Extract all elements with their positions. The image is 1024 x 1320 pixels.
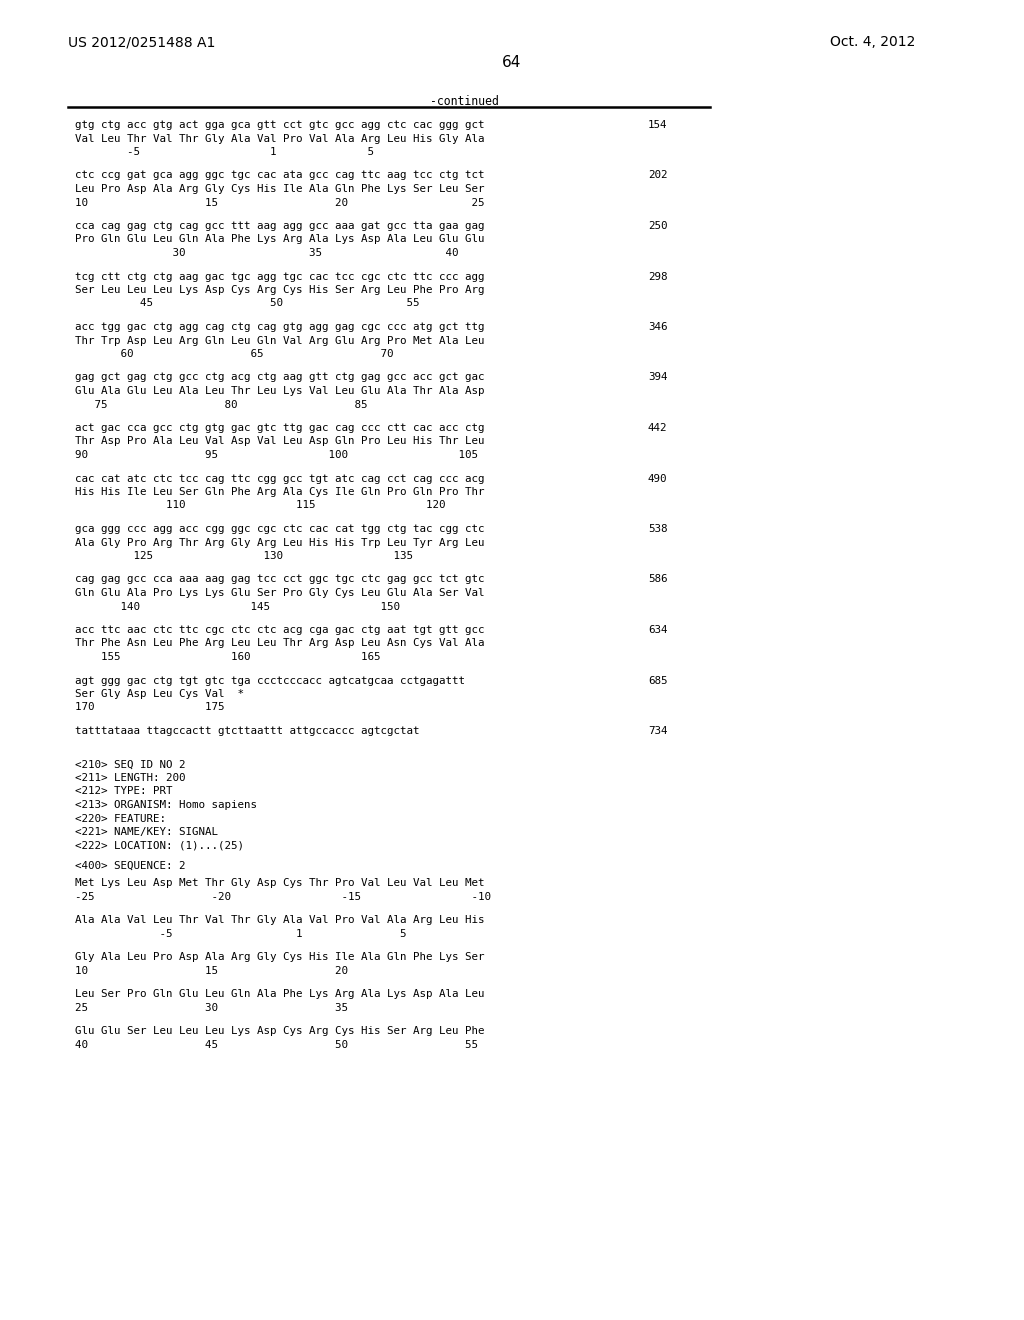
- Text: gag gct gag ctg gcc ctg acg ctg aag gtt ctg gag gcc acc gct gac: gag gct gag ctg gcc ctg acg ctg aag gtt …: [75, 372, 484, 383]
- Text: Thr Phe Asn Leu Phe Arg Leu Leu Thr Arg Asp Leu Asn Cys Val Ala: Thr Phe Asn Leu Phe Arg Leu Leu Thr Arg …: [75, 639, 484, 648]
- Text: 90                  95                 100                 105: 90 95 100 105: [75, 450, 478, 459]
- Text: Gly Ala Leu Pro Asp Ala Arg Gly Cys His Ile Ala Gln Phe Lys Ser: Gly Ala Leu Pro Asp Ala Arg Gly Cys His …: [75, 952, 484, 962]
- Text: Ser Leu Leu Leu Lys Asp Cys Arg Cys His Ser Arg Leu Phe Pro Arg: Ser Leu Leu Leu Lys Asp Cys Arg Cys His …: [75, 285, 484, 294]
- Text: Ala Gly Pro Arg Thr Arg Gly Arg Leu His His Trp Leu Tyr Arg Leu: Ala Gly Pro Arg Thr Arg Gly Arg Leu His …: [75, 537, 484, 548]
- Text: tcg ctt ctg ctg aag gac tgc agg tgc cac tcc cgc ctc ttc ccc agg: tcg ctt ctg ctg aag gac tgc agg tgc cac …: [75, 272, 484, 281]
- Text: -25                  -20                 -15                 -10: -25 -20 -15 -10: [75, 892, 490, 902]
- Text: cca cag gag ctg cag gcc ttt aag agg gcc aaa gat gcc tta gaa gag: cca cag gag ctg cag gcc ttt aag agg gcc …: [75, 220, 484, 231]
- Text: <213> ORGANISM: Homo sapiens: <213> ORGANISM: Homo sapiens: [75, 800, 257, 810]
- Text: 734: 734: [648, 726, 668, 737]
- Text: 586: 586: [648, 574, 668, 585]
- Text: tatttataaa ttagccactt gtcttaattt attgccaccc agtcgctat: tatttataaa ttagccactt gtcttaattt attgcca…: [75, 726, 420, 737]
- Text: <400> SEQUENCE: 2: <400> SEQUENCE: 2: [75, 861, 185, 871]
- Text: 538: 538: [648, 524, 668, 535]
- Text: -5                    1              5: -5 1 5: [75, 147, 374, 157]
- Text: 10                  15                  20: 10 15 20: [75, 966, 348, 975]
- Text: 394: 394: [648, 372, 668, 383]
- Text: cag gag gcc cca aaa aag gag tcc cct ggc tgc ctc gag gcc tct gtc: cag gag gcc cca aaa aag gag tcc cct ggc …: [75, 574, 484, 585]
- Text: 64: 64: [503, 55, 521, 70]
- Text: Thr Trp Asp Leu Arg Gln Leu Gln Val Arg Glu Arg Pro Met Ala Leu: Thr Trp Asp Leu Arg Gln Leu Gln Val Arg …: [75, 335, 484, 346]
- Text: gca ggg ccc agg acc cgg ggc cgc ctc cac cat tgg ctg tac cgg ctc: gca ggg ccc agg acc cgg ggc cgc ctc cac …: [75, 524, 484, 535]
- Text: Thr Asp Pro Ala Leu Val Asp Val Leu Asp Gln Pro Leu His Thr Leu: Thr Asp Pro Ala Leu Val Asp Val Leu Asp …: [75, 437, 484, 446]
- Text: act gac cca gcc ctg gtg gac gtc ttg gac cag ccc ctt cac acc ctg: act gac cca gcc ctg gtg gac gtc ttg gac …: [75, 422, 484, 433]
- Text: Leu Ser Pro Gln Glu Leu Gln Ala Phe Lys Arg Ala Lys Asp Ala Leu: Leu Ser Pro Gln Glu Leu Gln Ala Phe Lys …: [75, 989, 484, 999]
- Text: 155                 160                 165: 155 160 165: [75, 652, 381, 663]
- Text: 140                 145                 150: 140 145 150: [75, 602, 400, 611]
- Text: US 2012/0251488 A1: US 2012/0251488 A1: [68, 36, 215, 49]
- Text: Leu Pro Asp Ala Arg Gly Cys His Ile Ala Gln Phe Lys Ser Leu Ser: Leu Pro Asp Ala Arg Gly Cys His Ile Ala …: [75, 183, 484, 194]
- Text: Gln Glu Ala Pro Lys Lys Glu Ser Pro Gly Cys Leu Glu Ala Ser Val: Gln Glu Ala Pro Lys Lys Glu Ser Pro Gly …: [75, 587, 484, 598]
- Text: Val Leu Thr Val Thr Gly Ala Val Pro Val Ala Arg Leu His Gly Ala: Val Leu Thr Val Thr Gly Ala Val Pro Val …: [75, 133, 484, 144]
- Text: <220> FEATURE:: <220> FEATURE:: [75, 813, 166, 824]
- Text: <212> TYPE: PRT: <212> TYPE: PRT: [75, 787, 172, 796]
- Text: 110                 115                 120: 110 115 120: [75, 500, 445, 511]
- Text: Pro Gln Glu Leu Gln Ala Phe Lys Arg Ala Lys Asp Ala Leu Glu Glu: Pro Gln Glu Leu Gln Ala Phe Lys Arg Ala …: [75, 235, 484, 244]
- Text: 30                   35                   40: 30 35 40: [75, 248, 459, 257]
- Text: 202: 202: [648, 170, 668, 181]
- Text: acc tgg gac ctg agg cag ctg cag gtg agg gag cgc ccc atg gct ttg: acc tgg gac ctg agg cag ctg cag gtg agg …: [75, 322, 484, 333]
- Text: Ser Gly Asp Leu Cys Val  *: Ser Gly Asp Leu Cys Val *: [75, 689, 244, 700]
- Text: 154: 154: [648, 120, 668, 129]
- Text: 250: 250: [648, 220, 668, 231]
- Text: <210> SEQ ID NO 2: <210> SEQ ID NO 2: [75, 759, 185, 770]
- Text: 685: 685: [648, 676, 668, 685]
- Text: -continued: -continued: [430, 95, 499, 108]
- Text: 490: 490: [648, 474, 668, 483]
- Text: Glu Ala Glu Leu Ala Leu Thr Leu Lys Val Leu Glu Ala Thr Ala Asp: Glu Ala Glu Leu Ala Leu Thr Leu Lys Val …: [75, 385, 484, 396]
- Text: Met Lys Leu Asp Met Thr Gly Asp Cys Thr Pro Val Leu Val Leu Met: Met Lys Leu Asp Met Thr Gly Asp Cys Thr …: [75, 878, 484, 888]
- Text: 634: 634: [648, 624, 668, 635]
- Text: 75                  80                  85: 75 80 85: [75, 400, 368, 409]
- Text: Oct. 4, 2012: Oct. 4, 2012: [830, 36, 915, 49]
- Text: Glu Glu Ser Leu Leu Leu Lys Asp Cys Arg Cys His Ser Arg Leu Phe: Glu Glu Ser Leu Leu Leu Lys Asp Cys Arg …: [75, 1026, 484, 1036]
- Text: 346: 346: [648, 322, 668, 333]
- Text: 25                  30                  35: 25 30 35: [75, 1003, 348, 1012]
- Text: cac cat atc ctc tcc cag ttc cgg gcc tgt atc cag cct cag ccc acg: cac cat atc ctc tcc cag ttc cgg gcc tgt …: [75, 474, 484, 483]
- Text: 60                  65                  70: 60 65 70: [75, 348, 393, 359]
- Text: 125                 130                 135: 125 130 135: [75, 550, 413, 561]
- Text: 170                 175: 170 175: [75, 702, 224, 713]
- Text: ctc ccg gat gca agg ggc tgc cac ata gcc cag ttc aag tcc ctg tct: ctc ccg gat gca agg ggc tgc cac ata gcc …: [75, 170, 484, 181]
- Text: agt ggg gac ctg tgt gtc tga ccctcccacc agtcatgcaa cctgagattt: agt ggg gac ctg tgt gtc tga ccctcccacc a…: [75, 676, 465, 685]
- Text: <221> NAME/KEY: SIGNAL: <221> NAME/KEY: SIGNAL: [75, 828, 218, 837]
- Text: 40                  45                  50                  55: 40 45 50 55: [75, 1040, 478, 1049]
- Text: Ala Ala Val Leu Thr Val Thr Gly Ala Val Pro Val Ala Arg Leu His: Ala Ala Val Leu Thr Val Thr Gly Ala Val …: [75, 915, 484, 925]
- Text: 298: 298: [648, 272, 668, 281]
- Text: gtg ctg acc gtg act gga gca gtt cct gtc gcc agg ctc cac ggg gct: gtg ctg acc gtg act gga gca gtt cct gtc …: [75, 120, 484, 129]
- Text: 45                  50                   55: 45 50 55: [75, 298, 420, 309]
- Text: 442: 442: [648, 422, 668, 433]
- Text: -5                   1               5: -5 1 5: [75, 929, 407, 939]
- Text: <222> LOCATION: (1)...(25): <222> LOCATION: (1)...(25): [75, 841, 244, 850]
- Text: acc ttc aac ctc ttc cgc ctc ctc acg cga gac ctg aat tgt gtt gcc: acc ttc aac ctc ttc cgc ctc ctc acg cga …: [75, 624, 484, 635]
- Text: His His Ile Leu Ser Gln Phe Arg Ala Cys Ile Gln Pro Gln Pro Thr: His His Ile Leu Ser Gln Phe Arg Ala Cys …: [75, 487, 484, 498]
- Text: 10                  15                  20                   25: 10 15 20 25: [75, 198, 484, 207]
- Text: <211> LENGTH: 200: <211> LENGTH: 200: [75, 774, 185, 783]
